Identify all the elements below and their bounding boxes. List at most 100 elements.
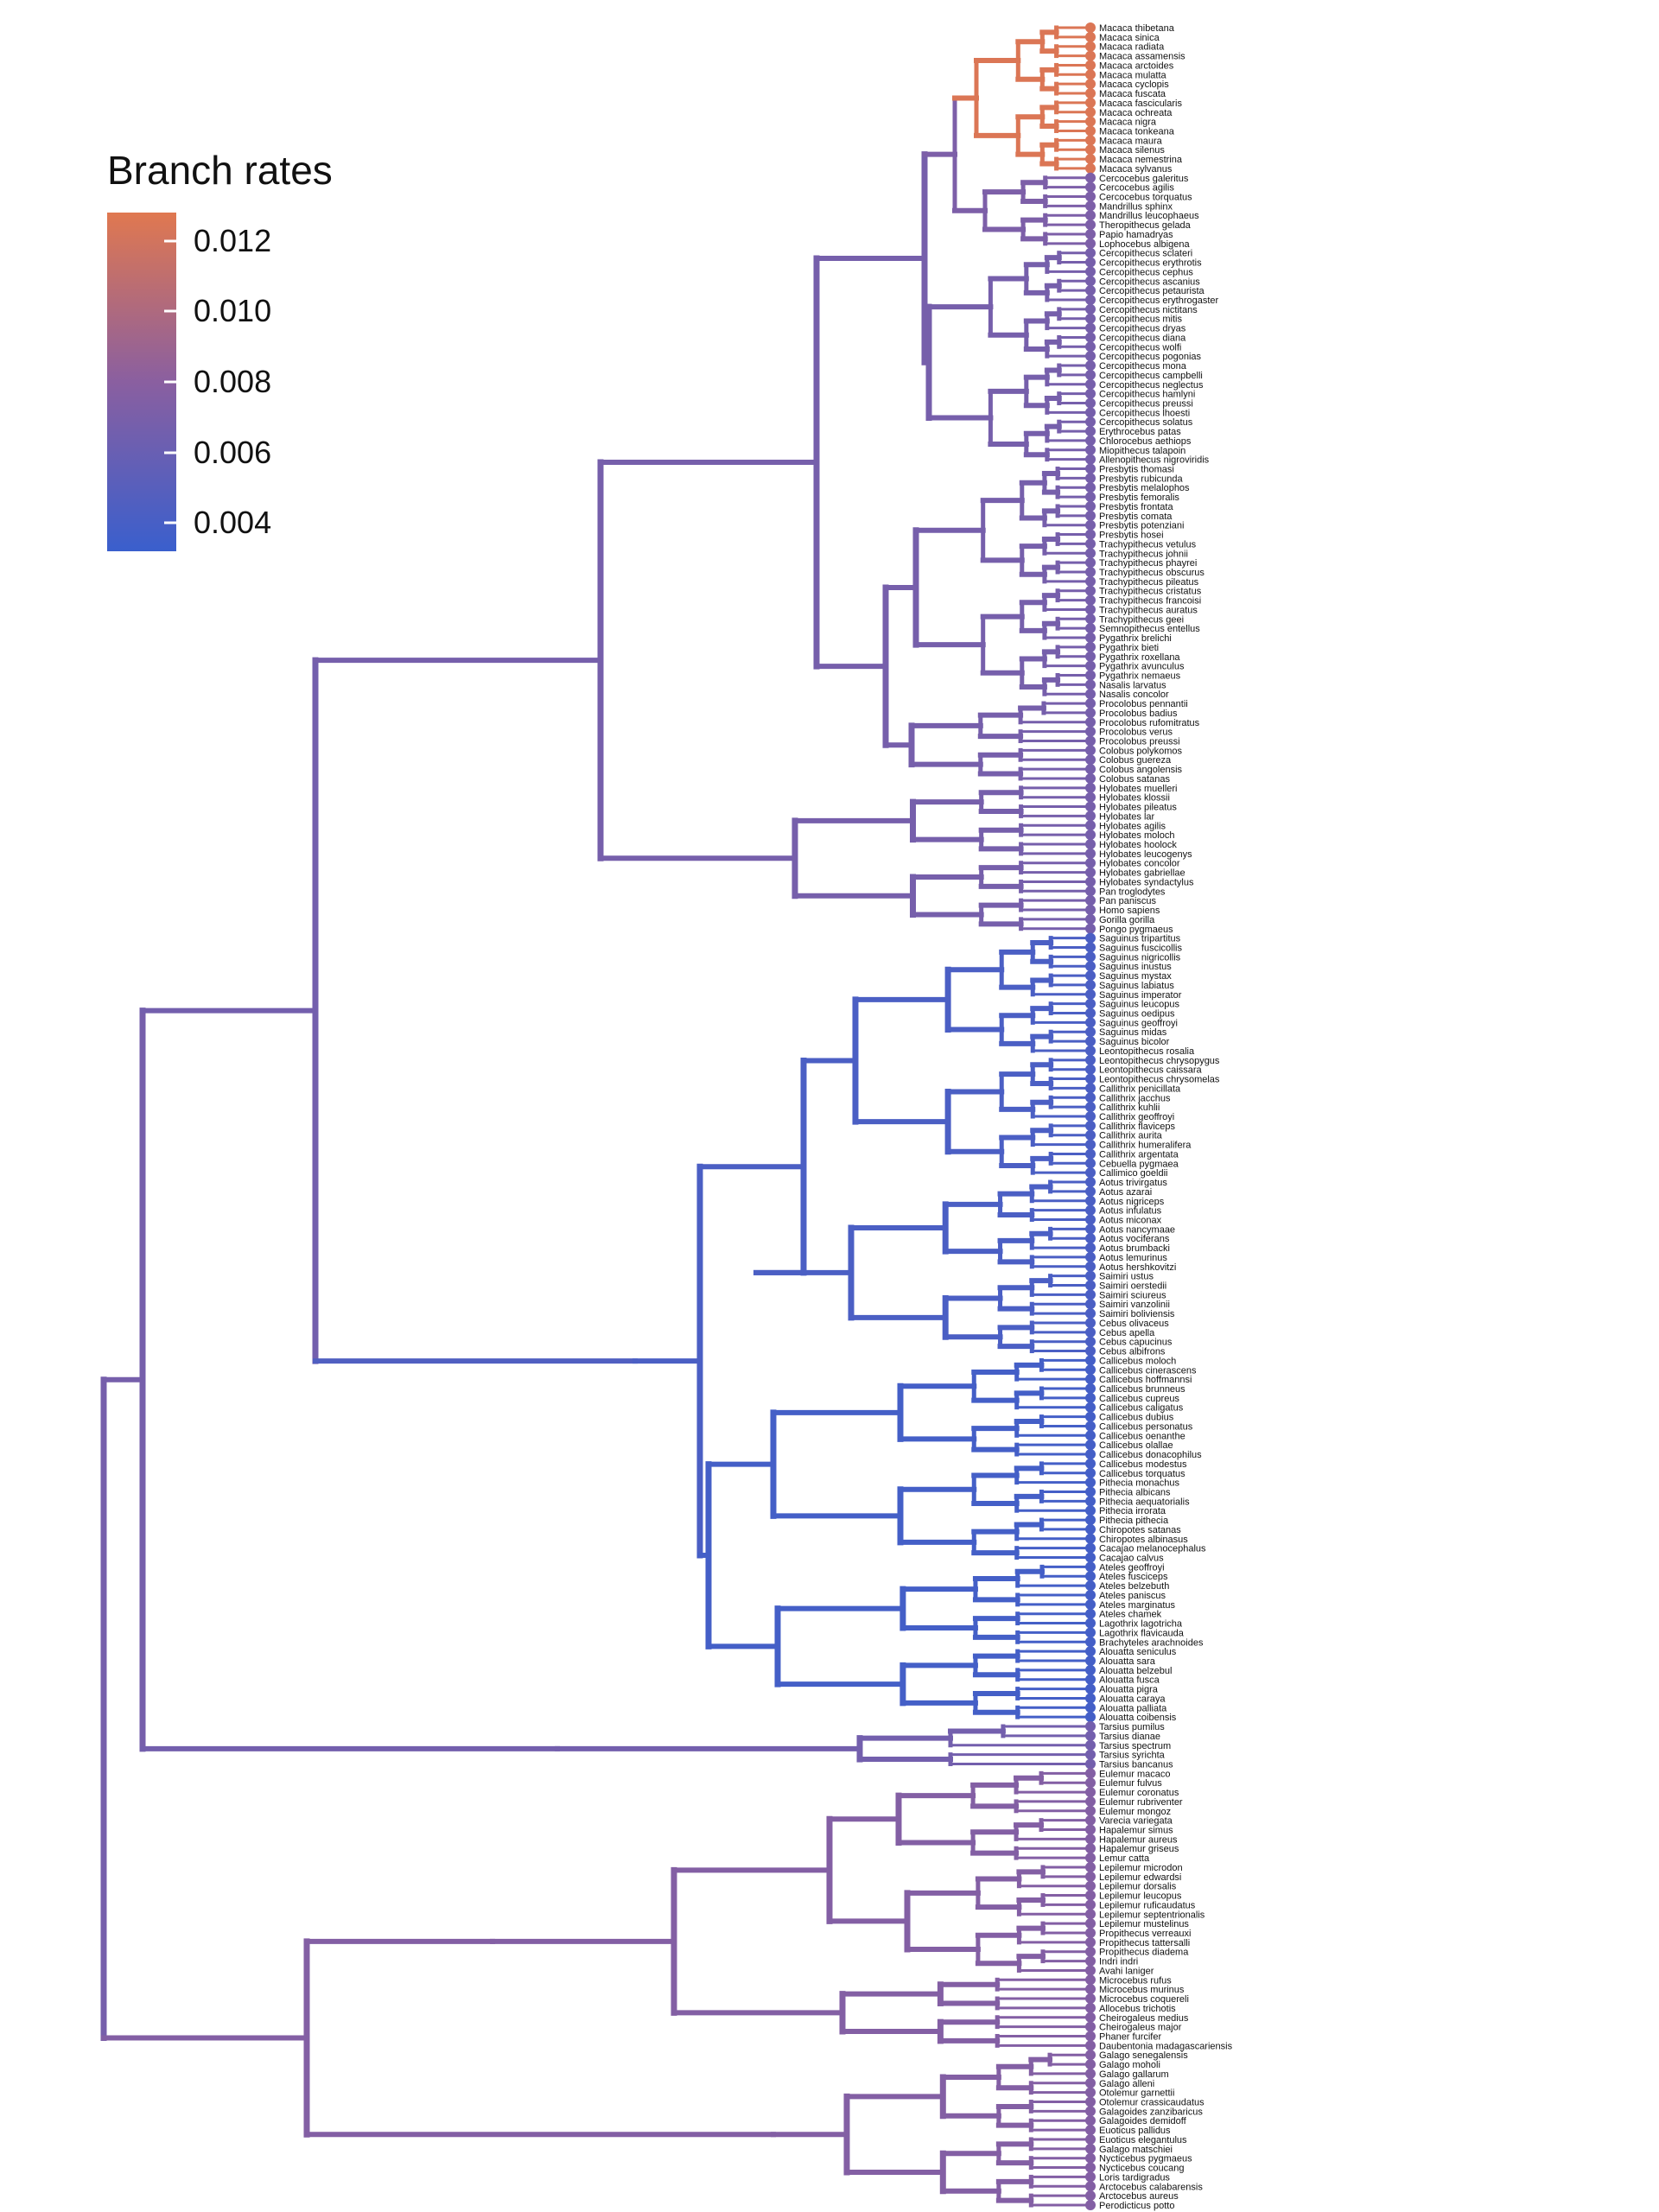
tip-point xyxy=(1085,1129,1096,1141)
tip-point xyxy=(1085,1768,1096,1779)
tip-label: Macaca arctoides xyxy=(1099,60,1174,71)
legend-tickmark xyxy=(164,521,176,524)
tip-label: Trachypithecus phayrei xyxy=(1099,558,1197,569)
tip-point xyxy=(1085,1608,1096,1619)
tip-label: Propithecus verreauxi xyxy=(1099,1929,1191,1939)
tip-point xyxy=(1085,519,1096,531)
tip-label: Presbytis femoralis xyxy=(1099,493,1179,503)
tip-label: Callicebus personatus xyxy=(1099,1421,1193,1432)
tip-point xyxy=(1085,632,1096,644)
tip-label: Macaca fascicularis xyxy=(1099,99,1182,109)
tip-point xyxy=(1085,1646,1096,1657)
tip-point xyxy=(1085,1233,1096,1244)
tip-point xyxy=(1085,782,1096,793)
tip-label: Saimiri boliviensis xyxy=(1099,1309,1175,1319)
tip-label: Cercopithecus sclateri xyxy=(1099,249,1192,259)
tip-point xyxy=(1085,745,1096,756)
tip-point xyxy=(1085,1280,1096,1291)
tip-label: Semnopithecus entellus xyxy=(1099,624,1200,634)
tip-point xyxy=(1085,313,1096,324)
tip-point xyxy=(1085,154,1096,165)
tip-label: Saguinus leucopus xyxy=(1099,1000,1179,1010)
tip-point xyxy=(1085,1111,1096,1122)
legend-tickmark xyxy=(164,309,176,313)
tip-point xyxy=(1085,970,1096,982)
tip-label: Cercopithecus solatus xyxy=(1099,417,1193,428)
tip-label: Allocebus trichotis xyxy=(1099,2004,1176,2014)
tip-point xyxy=(1085,830,1096,841)
tip-point xyxy=(1085,1721,1096,1732)
tip-label: Lepilemur dorsalis xyxy=(1099,1882,1177,1892)
tip-point xyxy=(1085,1871,1096,1882)
tip-label: Cebus albifrons xyxy=(1099,1347,1166,1357)
tip-label: Saguinus imperator xyxy=(1099,990,1182,1001)
tip-point xyxy=(1085,1805,1096,1816)
tip-point xyxy=(1085,276,1096,287)
tip-label: Papio hamadryas xyxy=(1099,230,1173,240)
tip-point xyxy=(1085,444,1096,455)
tip-point xyxy=(1085,22,1096,33)
tip-point xyxy=(1085,210,1096,221)
tip-point xyxy=(1085,1054,1096,1065)
tip-label: Cercopithecus petaurista xyxy=(1099,286,1205,296)
tip-label: Nasalis larvatus xyxy=(1099,680,1166,690)
tip-point xyxy=(1085,1270,1096,1281)
tip-point xyxy=(1085,1984,1096,1995)
tip-label: Callicebus torquatus xyxy=(1099,1469,1185,1479)
tip-point xyxy=(1085,332,1096,343)
tip-label: Leontopithecus chrysopygus xyxy=(1099,1056,1220,1066)
tip-label: Trachypithecus johnii xyxy=(1099,549,1188,559)
tip-point xyxy=(1085,2077,1096,2088)
tip-point xyxy=(1085,726,1096,737)
tip-label: Otolemur crassicaudatus xyxy=(1099,2098,1205,2108)
tip-point xyxy=(1085,1440,1096,1451)
tip-point xyxy=(1085,1243,1096,1254)
tip-label: Lepilemur septentrionalis xyxy=(1099,1910,1205,1920)
tip-point xyxy=(1085,162,1096,174)
tip-point xyxy=(1085,886,1096,897)
tip-point xyxy=(1085,1299,1096,1310)
tip-point xyxy=(1085,1251,1096,1262)
tip-point xyxy=(1085,585,1096,596)
tip-label: Callicebus oenanthe xyxy=(1099,1431,1185,1441)
tip-label: Alouatta belzebul xyxy=(1099,1666,1172,1676)
tip-point xyxy=(1085,1890,1096,1901)
tip-label: Homo sapiens xyxy=(1099,906,1160,916)
tip-point xyxy=(1085,341,1096,353)
tip-label: Colobus angolensis xyxy=(1099,765,1183,775)
tip-point xyxy=(1085,228,1096,239)
legend-tickmark xyxy=(164,451,176,454)
tip-label: Pithecia monachus xyxy=(1099,1478,1179,1489)
tip-label: Varecia variegata xyxy=(1099,1816,1173,1827)
tip-label: Macaca cyclopis xyxy=(1099,79,1169,90)
tip-point xyxy=(1085,679,1096,690)
tip-point xyxy=(1085,1214,1096,1225)
tip-point xyxy=(1085,1683,1096,1694)
tip-label: Tarsius bancanus xyxy=(1099,1759,1173,1770)
tip-label: Pygathrix roxellana xyxy=(1099,652,1180,663)
tip-point xyxy=(1085,79,1096,90)
tip-point xyxy=(1085,707,1096,718)
tip-label: Presbytis comata xyxy=(1099,512,1173,522)
tip-point xyxy=(1085,257,1096,268)
tip-point xyxy=(1085,1974,1096,1986)
tip-point xyxy=(1085,1261,1096,1272)
tip-label: Avahi laniger xyxy=(1099,1966,1154,1976)
tip-label: Macaca nigra xyxy=(1099,118,1157,128)
tip-label: Colobus satanas xyxy=(1099,774,1170,785)
tip-label: Chlorocebus aethiops xyxy=(1099,436,1192,447)
tip-label: Cercopithecus diana xyxy=(1099,333,1186,343)
tip-point xyxy=(1085,670,1096,681)
tip-point xyxy=(1085,1965,1096,1976)
tip-label: Cercopithecus dryas xyxy=(1099,324,1186,334)
tip-label: Callicebus caligatus xyxy=(1099,1403,1184,1414)
tip-label: Cercopithecus nictitans xyxy=(1099,305,1198,315)
tip-point xyxy=(1085,772,1096,784)
tip-point xyxy=(1085,1552,1096,1563)
tip-point xyxy=(1085,913,1096,925)
tip-label: Callithrix geoffroyi xyxy=(1099,1112,1174,1122)
tip-label: Pygathrix avunculus xyxy=(1099,662,1185,672)
tip-label: Procolobus rufomitratus xyxy=(1099,718,1200,728)
tip-point xyxy=(1085,2068,1096,2079)
